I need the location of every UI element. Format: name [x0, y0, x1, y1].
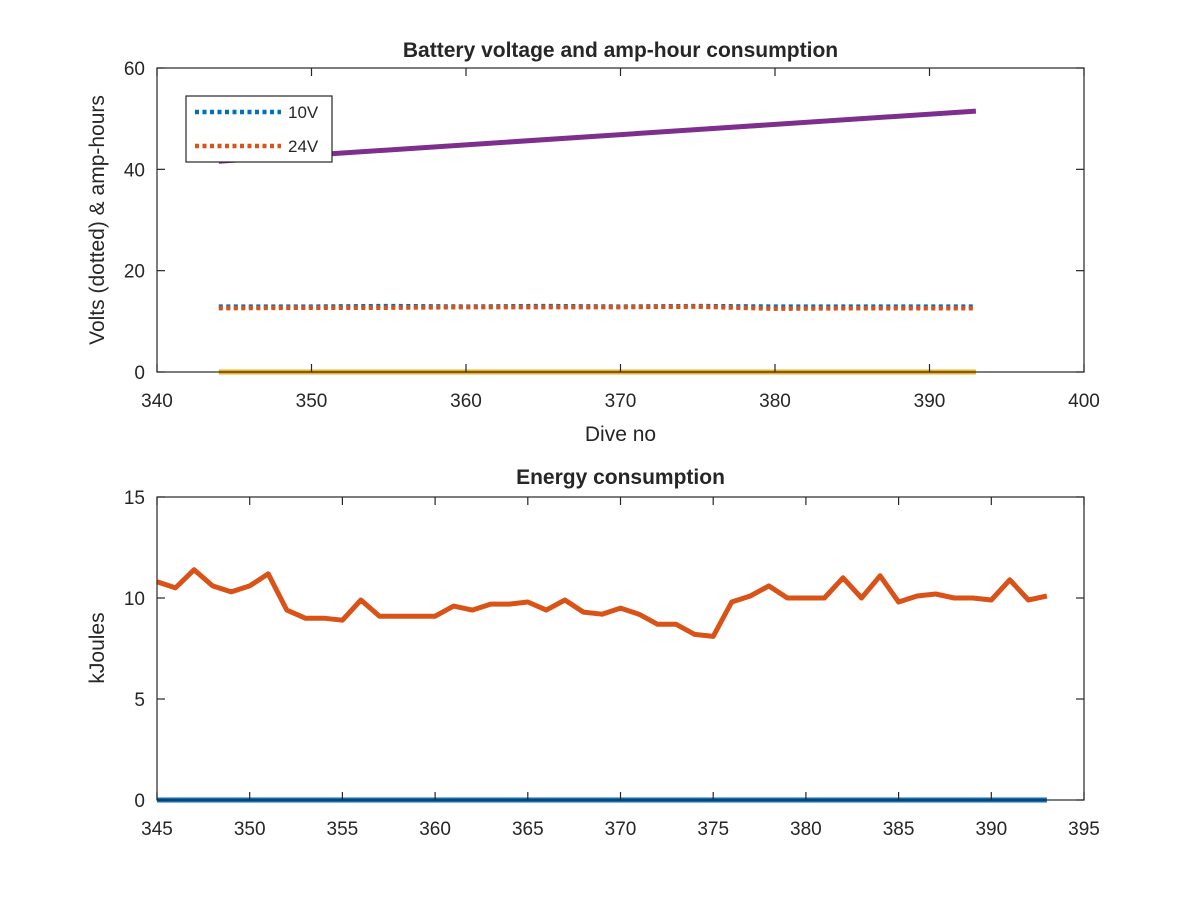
- series-line-1: [218, 304, 976, 311]
- energy-subplot: Energy consumption kJoules 345 350 355 360 3…: [86, 466, 1100, 840]
- x-tick-label: 365: [512, 819, 544, 840]
- x-tick-label: 360: [419, 819, 451, 840]
- legend-box: [185, 95, 333, 163]
- chart-title: Energy consumption: [516, 466, 725, 489]
- axes: 340 350 360 370 380 390 400 0 20 40 60: [124, 59, 1100, 412]
- y-tick-label: 60: [124, 59, 145, 80]
- legend: 10V 24V: [185, 95, 333, 163]
- x-tick-label: 355: [327, 819, 359, 840]
- y-tick-label: 5: [134, 690, 145, 711]
- plot-area: [156, 567, 1048, 803]
- x-tick-label: 370: [605, 819, 637, 840]
- y-tick-label: 20: [124, 262, 145, 283]
- x-tick-label: 385: [883, 819, 915, 840]
- x-tick-label: 360: [450, 391, 482, 412]
- chart-title: Battery voltage and amp-hour consumption: [403, 39, 838, 62]
- x-tick-label: 375: [697, 819, 729, 840]
- y-axis-label: kJoules: [86, 612, 109, 683]
- x-tick-label: 345: [141, 819, 173, 840]
- y-tick-label: 15: [124, 488, 145, 509]
- x-tick-label: 370: [605, 391, 637, 412]
- y-tick-label: 10: [124, 589, 145, 610]
- x-tick-label: 380: [790, 819, 822, 840]
- x-tick-label: 340: [141, 391, 173, 412]
- axes-frame: [156, 496, 1085, 801]
- x-axis-label: Dive no: [585, 423, 656, 446]
- x-tick-label: 350: [296, 391, 328, 412]
- x-tick-label: 400: [1068, 391, 1100, 412]
- series-line-0: [156, 567, 1048, 639]
- x-tick-label: 390: [975, 819, 1007, 840]
- x-tick-label: 350: [234, 819, 266, 840]
- x-tick-label: 390: [914, 391, 946, 412]
- voltage-subplot: Battery voltage and amp-hour consumption…: [86, 39, 1100, 446]
- y-tick-label: 0: [134, 363, 145, 384]
- series-line-3: [218, 108, 977, 164]
- legend-label-24v: 24V: [288, 137, 319, 156]
- x-tick-label: 395: [1068, 819, 1100, 840]
- legend-label-10v: 10V: [288, 103, 319, 122]
- y-tick-label: 40: [124, 160, 145, 181]
- axes: 345 350 355 360 365 370 375 380 385 390 395 0 5 10 15: [124, 488, 1100, 840]
- x-tick-label: 380: [759, 391, 791, 412]
- y-axis-label: Volts (dotted) & amp-hours: [86, 95, 109, 345]
- y-tick-label: 0: [134, 791, 145, 812]
